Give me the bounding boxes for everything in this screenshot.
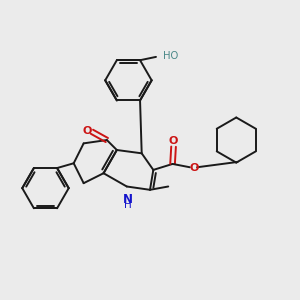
- Text: HO: HO: [163, 51, 178, 61]
- Text: O: O: [169, 136, 178, 146]
- Text: H: H: [124, 200, 132, 210]
- Text: N: N: [123, 193, 133, 206]
- Text: O: O: [82, 126, 92, 136]
- Text: O: O: [189, 163, 199, 173]
